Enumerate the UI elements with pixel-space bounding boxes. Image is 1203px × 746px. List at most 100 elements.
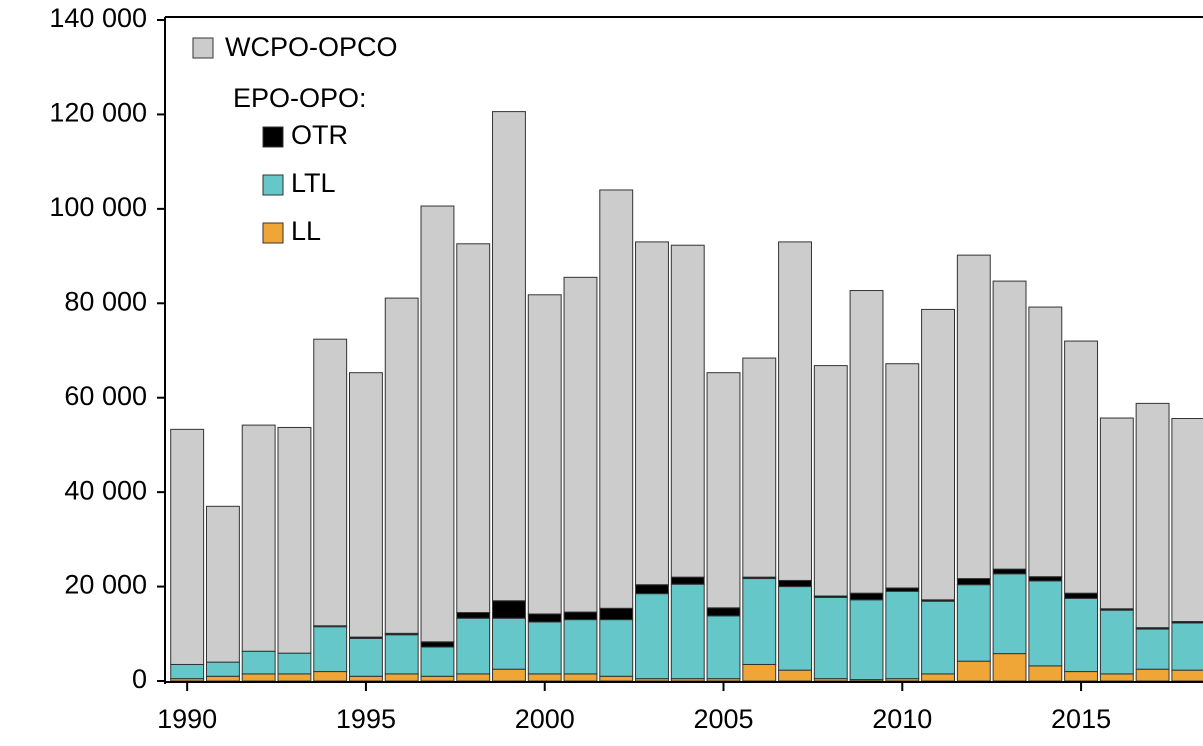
bar-segment (277, 652, 312, 675)
bar-segment (313, 338, 348, 627)
bar-segment (277, 673, 312, 682)
bar-segment (563, 619, 598, 675)
bar-segment (1028, 580, 1063, 667)
bar-segment (849, 290, 884, 594)
bar-segment (349, 675, 383, 682)
bar-segment (1171, 622, 1203, 671)
bar-segment (313, 671, 348, 682)
y-tick-label: 140 000 (49, 3, 147, 33)
bar-segment (706, 615, 741, 680)
bar-segment (813, 365, 848, 597)
bar-segment (456, 673, 491, 682)
bar-segment (1171, 669, 1203, 682)
bar-segment (956, 660, 991, 682)
legend-label: LL (291, 216, 321, 246)
bar-segment (885, 590, 920, 680)
x-tick-label: 1995 (336, 704, 396, 734)
legend-swatch (262, 126, 284, 148)
legend-swatch (262, 222, 284, 244)
bar-segment (241, 650, 276, 675)
bar-segment (456, 243, 491, 614)
bar-segment (956, 254, 991, 580)
bar-segment (1099, 417, 1134, 610)
bar-segment (992, 280, 1027, 570)
bar-segment (527, 294, 562, 615)
bar-segment (170, 663, 205, 680)
y-tick-label: 20 000 (64, 570, 147, 600)
bar-segment (956, 578, 991, 586)
bar-segment (849, 599, 884, 681)
bar-segment (527, 673, 562, 682)
bar-segment (778, 241, 812, 581)
bar-segment (885, 363, 920, 589)
bar-segment (492, 668, 526, 682)
bar-segment (420, 675, 455, 682)
legend-label: OTR (291, 120, 348, 150)
bar-segment (420, 646, 455, 677)
bar-segment (384, 297, 419, 634)
x-tick-label: 1990 (157, 704, 217, 734)
bar-segment (921, 308, 955, 601)
bar-segment (599, 619, 634, 677)
bar-segment (563, 276, 598, 613)
bar-segment (742, 663, 777, 682)
bar-segment (635, 593, 669, 680)
legend-label: LTL (291, 168, 336, 198)
bar-segment (1028, 665, 1063, 682)
legend-swatch (262, 174, 284, 196)
bar-segment (742, 357, 777, 578)
bar-segment (241, 424, 276, 652)
bar-segment (1135, 668, 1170, 682)
bar-segment (349, 638, 383, 677)
bar-segment (205, 675, 240, 682)
bar-segment (921, 673, 955, 682)
bar-segment (241, 673, 276, 682)
bar-segment (1028, 576, 1063, 582)
bar-segment (1028, 306, 1063, 578)
bar-segment (1064, 340, 1099, 594)
bar-segment (599, 189, 634, 609)
bar-segment (813, 596, 848, 680)
bar-segment (384, 634, 419, 675)
legend-label: WCPO-OPCO (225, 32, 398, 62)
bar-segment (1099, 673, 1134, 682)
bar-segment (992, 573, 1027, 655)
y-tick-label: 100 000 (49, 192, 147, 222)
y-tick-label: 0 (132, 664, 147, 694)
bar-segment (706, 607, 741, 617)
y-tick-label: 40 000 (64, 475, 147, 505)
bar-segment (527, 621, 562, 675)
bar-segment (349, 372, 383, 638)
bar-segment (492, 111, 526, 602)
bar-segment (956, 584, 991, 662)
y-tick-label: 80 000 (64, 286, 147, 316)
bar-segment (778, 579, 812, 588)
bar-segment (992, 568, 1027, 575)
bar-segment (921, 600, 955, 675)
bar-segment (420, 205, 455, 643)
bar-segment (492, 600, 526, 619)
bar-segment (456, 612, 491, 619)
y-tick-label: 60 000 (64, 381, 147, 411)
bar-segment (778, 669, 812, 682)
x-tick-label: 2010 (872, 704, 932, 734)
bar-segment (1064, 592, 1099, 599)
legend-swatch (192, 37, 214, 59)
bar-segment (599, 607, 634, 621)
legend-group-label: EPO-OPO: (233, 83, 367, 113)
bar-segment (742, 578, 777, 665)
bar-segment (456, 617, 491, 675)
bar-segment (1135, 402, 1170, 629)
bar-segment (205, 505, 240, 663)
bar-segment (527, 613, 562, 623)
bar-segment (778, 586, 812, 671)
bar-segment (992, 653, 1027, 682)
bar-segment (1099, 609, 1134, 675)
bar-segment (170, 428, 205, 665)
bar-segment (635, 241, 669, 586)
x-tick-label: 2015 (1051, 704, 1111, 734)
bar-segment (1064, 671, 1099, 682)
x-tick-label: 2000 (515, 704, 575, 734)
bar-segment (849, 592, 884, 601)
